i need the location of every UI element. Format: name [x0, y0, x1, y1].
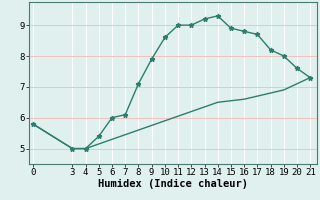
X-axis label: Humidex (Indice chaleur): Humidex (Indice chaleur) [98, 179, 248, 189]
